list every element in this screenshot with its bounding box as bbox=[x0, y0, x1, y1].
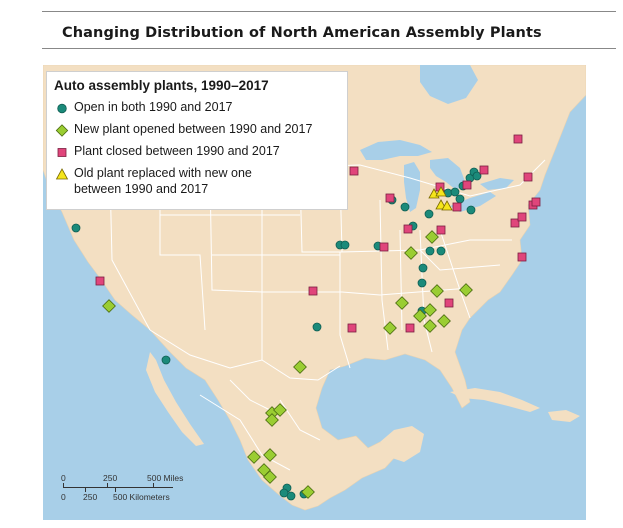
hispaniola bbox=[548, 410, 580, 422]
plant-open-both-marker[interactable] bbox=[417, 278, 427, 288]
lake-huron bbox=[430, 158, 466, 190]
scale-tick bbox=[63, 483, 64, 488]
plant-new-marker[interactable] bbox=[263, 448, 277, 462]
plant-closed-marker[interactable] bbox=[349, 166, 359, 176]
baja-california bbox=[146, 352, 204, 446]
figure-title: Changing Distribution of North American … bbox=[62, 25, 542, 41]
plant-closed-marker[interactable] bbox=[517, 212, 527, 222]
title-rule bbox=[42, 48, 616, 49]
replaced-plants bbox=[428, 186, 453, 211]
plant-new-marker[interactable] bbox=[102, 299, 116, 313]
plant-open-both-marker[interactable] bbox=[450, 187, 460, 197]
plant-closed-marker[interactable] bbox=[444, 298, 454, 308]
plant-new-marker[interactable] bbox=[247, 450, 261, 464]
plant-new-marker[interactable] bbox=[293, 360, 307, 374]
plant-open-both-marker[interactable] bbox=[161, 355, 171, 365]
plant-new-marker[interactable] bbox=[265, 413, 279, 427]
plant-closed-marker[interactable] bbox=[379, 242, 389, 252]
lake-erie bbox=[450, 192, 496, 212]
scale-tick bbox=[85, 487, 86, 492]
plant-new-marker[interactable] bbox=[459, 283, 473, 297]
plant-replaced-marker[interactable] bbox=[435, 186, 447, 197]
plant-open-both-marker[interactable] bbox=[472, 171, 482, 181]
plant-open-both-marker[interactable] bbox=[436, 246, 446, 256]
scale-line bbox=[63, 487, 173, 488]
plant-closed-marker[interactable] bbox=[308, 286, 318, 296]
plant-open-both-marker[interactable] bbox=[455, 194, 465, 204]
scale-tick bbox=[153, 483, 154, 488]
cuba bbox=[450, 388, 540, 412]
plant-open-both-marker[interactable] bbox=[424, 209, 434, 219]
scale-km-250: 250 bbox=[83, 492, 98, 502]
plant-new-marker[interactable] bbox=[263, 470, 277, 484]
scale-mile-0: 0 bbox=[61, 473, 66, 483]
plant-closed-marker[interactable] bbox=[95, 276, 105, 286]
plant-new-marker[interactable] bbox=[395, 296, 409, 310]
plant-open-both-marker[interactable] bbox=[312, 322, 322, 332]
hudson-bay bbox=[420, 65, 478, 104]
plant-closed-marker[interactable] bbox=[523, 172, 533, 182]
scale-mile-250: 250 bbox=[103, 473, 118, 483]
plant-closed-marker[interactable] bbox=[531, 197, 541, 207]
legend-label: Open in both 1990 and 2017 bbox=[74, 100, 233, 114]
plant-closed-marker[interactable] bbox=[452, 202, 462, 212]
plant-closed-marker[interactable] bbox=[347, 323, 357, 333]
plant-closed-marker[interactable] bbox=[436, 225, 446, 235]
map-legend: Auto assembly plants, 1990–2017 Open in … bbox=[46, 71, 348, 210]
circle-icon bbox=[57, 103, 67, 114]
plant-new-marker[interactable] bbox=[437, 314, 451, 328]
plant-open-both-marker[interactable] bbox=[418, 263, 428, 273]
plant-closed-marker[interactable] bbox=[513, 134, 523, 144]
scale-km-0: 0 bbox=[61, 492, 66, 502]
plant-closed-marker[interactable] bbox=[462, 180, 472, 190]
new-plants bbox=[102, 230, 473, 499]
triangle-icon bbox=[55, 168, 69, 180]
plant-new-marker[interactable] bbox=[404, 246, 418, 260]
plant-new-marker[interactable] bbox=[423, 303, 437, 317]
plant-open-both-marker[interactable] bbox=[279, 488, 289, 498]
scale-tick bbox=[107, 483, 108, 488]
plant-closed-marker[interactable] bbox=[403, 224, 413, 234]
plant-new-marker[interactable] bbox=[423, 319, 437, 333]
scale-mile-500: 500 Miles bbox=[147, 473, 184, 483]
scale-km-500: 500 Kilometers bbox=[113, 492, 170, 502]
lake-ontario bbox=[480, 178, 514, 190]
plant-new-marker[interactable] bbox=[425, 230, 439, 244]
square-icon bbox=[57, 148, 67, 157]
yucatan bbox=[380, 426, 424, 462]
legend-label-line1: Old plant replaced with new one bbox=[74, 166, 252, 180]
scale-bar: 0 250 500 Miles 0 250 500 Kilometers bbox=[55, 466, 185, 506]
plant-new-marker[interactable] bbox=[301, 485, 315, 499]
plant-new-marker[interactable] bbox=[383, 321, 397, 335]
plant-new-marker[interactable] bbox=[413, 309, 427, 323]
plant-closed-marker[interactable] bbox=[385, 193, 395, 203]
lake-michigan bbox=[404, 162, 420, 212]
plant-open-both-marker[interactable] bbox=[425, 246, 435, 256]
closed-plants bbox=[95, 134, 541, 333]
plant-open-both-marker[interactable] bbox=[71, 223, 81, 233]
plant-closed-marker[interactable] bbox=[405, 323, 415, 333]
plant-open-both-marker[interactable] bbox=[466, 205, 476, 215]
gulf-of-california bbox=[152, 352, 220, 440]
legend-title: Auto assembly plants, 1990–2017 bbox=[54, 78, 269, 93]
legend-label-line2: between 1990 and 2017 bbox=[74, 182, 209, 196]
plant-closed-marker[interactable] bbox=[517, 252, 527, 262]
plant-open-both-marker[interactable] bbox=[340, 240, 350, 250]
plant-closed-marker[interactable] bbox=[479, 165, 489, 175]
plant-closed-marker[interactable] bbox=[510, 218, 520, 228]
plant-open-both-marker[interactable] bbox=[400, 202, 410, 212]
top-rule bbox=[42, 11, 616, 12]
plant-replaced-marker[interactable] bbox=[441, 200, 453, 211]
plant-new-marker[interactable] bbox=[430, 284, 444, 298]
scale-tick bbox=[115, 487, 116, 492]
plant-new-marker[interactable] bbox=[273, 403, 287, 417]
lake-superior bbox=[360, 140, 432, 160]
legend-label: Plant closed between 1990 and 2017 bbox=[74, 144, 280, 158]
legend-label: New plant opened between 1990 and 2017 bbox=[74, 122, 313, 136]
diamond-icon bbox=[55, 124, 69, 137]
